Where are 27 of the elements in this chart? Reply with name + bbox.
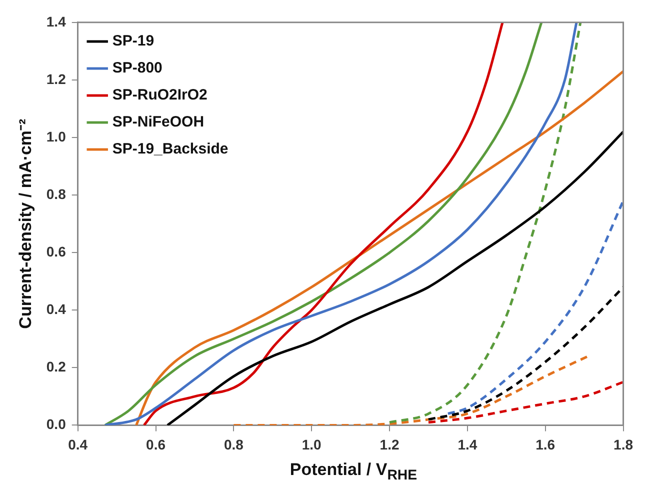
y-tick-label: 1.0 [46,128,66,144]
legend-label: SP-RuO2IrO2 [112,86,208,104]
y-tick-label: 0.4 [46,300,66,317]
x-tick-label: 1.8 [614,436,634,452]
line-series [446,200,624,415]
line-series [388,22,582,424]
x-axis-title: Potential / V$_{RHE}$ [288,460,418,484]
x-tick-label: 1.2 [380,436,400,452]
legend-label: SP-19 [112,32,154,50]
line-series [232,354,590,426]
y-tick-label: 0.6 [46,243,66,260]
x-tick-label: 1.6 [536,436,556,452]
x-tick-label: 0.8 [224,436,244,452]
legend-label: SP-19_Backside [112,140,228,158]
y-tick-label: 1.4 [46,13,66,30]
x-tick-label: 0.4 [68,436,88,452]
y-axis-title: Current-density / mA·cm⁻² [16,118,35,329]
line-series [427,380,624,424]
y-tick-label: 0.0 [46,416,66,432]
x-tick-label: 1.0 [302,436,322,452]
x-tick-label: 0.6 [146,436,166,452]
y-tick-label: 0.8 [46,186,66,202]
legend-label: SP-NiFeOOH [112,114,204,131]
y-tick-label: 0.2 [46,358,66,375]
x-tick-label: 1.4 [458,436,478,452]
y-tick-label: 1.2 [46,70,66,87]
legend-label: SP-800 [112,60,162,77]
